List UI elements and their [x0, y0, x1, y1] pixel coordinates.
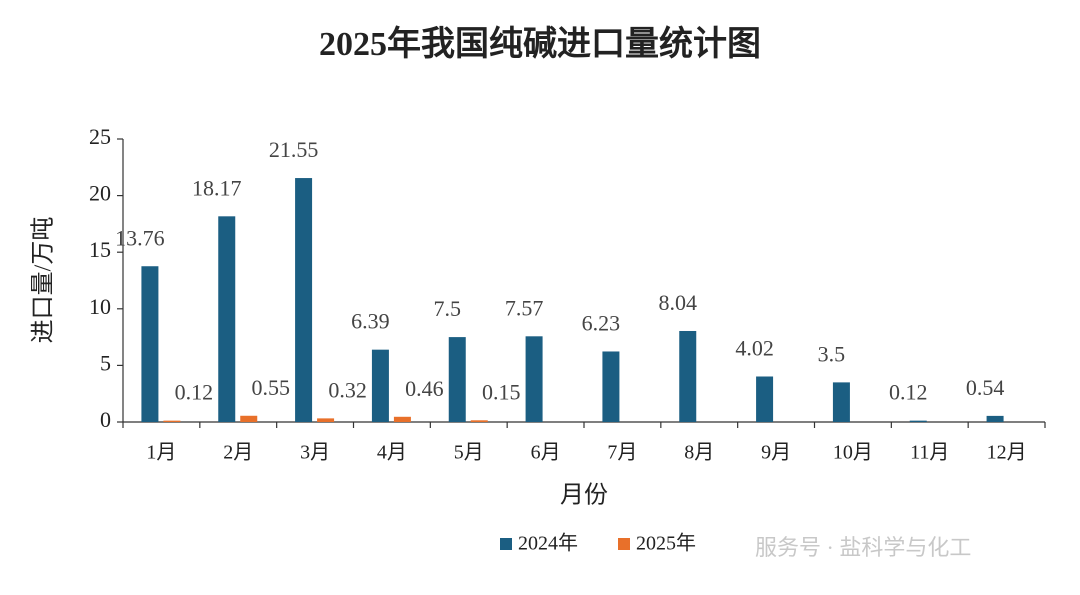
- y-axis-label: 进口量/万吨: [30, 217, 57, 344]
- legend-swatch: [618, 538, 630, 550]
- x-axis-label: 月份: [560, 482, 608, 509]
- value-label: 21.55: [269, 137, 319, 162]
- x-tick-label: 9月: [761, 442, 791, 464]
- value-label: 7.5: [434, 296, 462, 321]
- chart-title: 2025年我国纯碱进口量统计图: [319, 25, 761, 63]
- bar: [602, 351, 620, 422]
- bar: [986, 415, 1004, 422]
- y-tick-label: 20: [89, 181, 111, 206]
- value-label: 0.12: [889, 380, 928, 405]
- x-tick-label: 11月: [910, 442, 949, 464]
- value-label: 8.04: [659, 290, 698, 315]
- x-tick-label: 3月: [300, 442, 330, 464]
- bar: [317, 418, 335, 422]
- x-tick-label: 8月: [684, 442, 714, 464]
- watermark: 服务号 · 盐科学与化工: [755, 535, 971, 560]
- x-tick-label: 10月: [833, 442, 873, 464]
- bar: [525, 336, 543, 422]
- y-tick-label: 0: [100, 407, 111, 432]
- bar: [679, 330, 697, 422]
- y-tick-label: 15: [89, 237, 111, 262]
- x-tick-label: 2月: [223, 442, 253, 464]
- legend-swatch: [500, 538, 512, 550]
- value-label: 13.76: [115, 225, 165, 250]
- y-tick-label: 10: [89, 294, 111, 319]
- bar: [240, 415, 258, 422]
- value-label: 18.17: [192, 175, 242, 200]
- bar: [295, 178, 313, 422]
- x-tick-label: 7月: [607, 442, 637, 464]
- x-tick-label: 1月: [146, 442, 176, 464]
- x-tick-label: 6月: [531, 442, 561, 464]
- legend-label: 2025年: [636, 532, 696, 555]
- bar: [163, 420, 181, 422]
- bar: [832, 382, 850, 422]
- y-tick-label: 5: [100, 350, 111, 375]
- x-tick-label: 12月: [987, 442, 1027, 464]
- bar: [909, 420, 927, 422]
- value-label: 3.5: [818, 341, 846, 366]
- value-label: 6.39: [351, 309, 390, 334]
- value-label: 4.02: [735, 336, 774, 361]
- x-tick-label: 4月: [377, 442, 407, 464]
- value-label: 0.15: [482, 379, 521, 404]
- bar: [448, 337, 466, 422]
- value-label: 0.12: [175, 380, 214, 405]
- bar: [470, 420, 488, 422]
- y-tick-label: 25: [89, 124, 111, 149]
- bar: [141, 266, 159, 422]
- value-label: 6.23: [582, 311, 621, 336]
- value-label: 0.54: [966, 375, 1005, 400]
- bar: [393, 416, 411, 422]
- legend-label: 2024年: [518, 532, 578, 555]
- value-label: 0.55: [252, 375, 291, 400]
- value-label: 7.57: [505, 295, 544, 320]
- bar: [371, 349, 389, 422]
- value-label: 0.46: [405, 376, 444, 401]
- x-tick-label: 5月: [454, 442, 484, 464]
- value-label: 0.32: [328, 377, 367, 402]
- bar: [218, 216, 236, 422]
- bar: [756, 376, 774, 422]
